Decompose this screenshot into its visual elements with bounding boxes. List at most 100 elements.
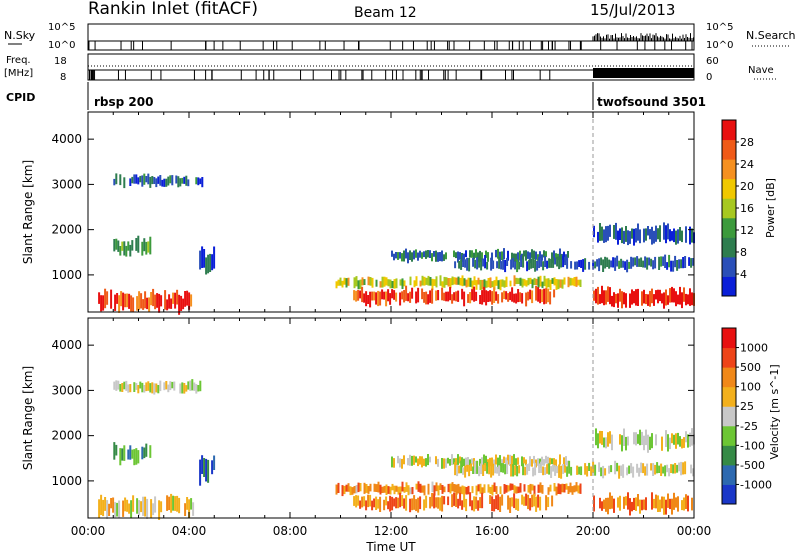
- scatter-cell: [469, 492, 472, 507]
- scatter-cell: [564, 256, 567, 266]
- scatter-cell: [180, 295, 183, 311]
- scatter-cell: [469, 292, 472, 304]
- scatter-cell: [517, 252, 519, 262]
- scatter-cell: [433, 279, 436, 286]
- scatter-cell: [521, 278, 524, 288]
- scatter-cell: [554, 257, 557, 265]
- scatter-cell: [211, 254, 214, 271]
- scatter-cell: [395, 252, 397, 259]
- scatter-cell: [561, 483, 564, 493]
- scatter-cell: [531, 249, 533, 258]
- scatter-cell: [499, 496, 502, 512]
- scatter-cell: [123, 177, 126, 189]
- scatter-cell: [649, 290, 651, 307]
- scatter-cell: [491, 457, 493, 467]
- scatter-cell: [687, 294, 689, 305]
- scatter-cell: [465, 279, 468, 288]
- scatter-cell: [379, 484, 382, 495]
- scatter-cell: [538, 256, 541, 268]
- scatter-cell: [610, 465, 613, 473]
- scatter-cell: [183, 176, 186, 184]
- scatter-cell: [685, 293, 687, 306]
- scatter-cell: [192, 502, 195, 516]
- scatter-cell: [662, 466, 665, 474]
- scatter-cell: [499, 455, 501, 466]
- scatter-cell: [447, 278, 450, 287]
- scatter-cell: [383, 499, 386, 511]
- scatter-cell: [667, 295, 669, 305]
- scatter-cell: [670, 260, 673, 272]
- scatter-cell: [677, 496, 679, 512]
- scatter-cell: [497, 248, 499, 259]
- scatter-cell: [555, 253, 557, 260]
- scatter-cell: [593, 290, 595, 301]
- scatter-cell: [449, 287, 452, 301]
- scatter-cell: [421, 275, 424, 286]
- scatter-cell: [506, 460, 509, 474]
- scatter-cell: [636, 256, 639, 267]
- scatter-cell: [399, 252, 401, 259]
- scatter-cell: [190, 498, 193, 510]
- scatter-cell: [657, 495, 659, 512]
- scatter-cell: [115, 238, 118, 250]
- scatter-cell: [423, 458, 425, 466]
- scatter-cell: [525, 292, 528, 307]
- scatter-cell: [645, 429, 647, 446]
- scatter-cell: [593, 495, 595, 512]
- scatter-cell: [541, 456, 543, 466]
- scatter-cell: [533, 485, 536, 496]
- scatter-cell: [441, 287, 444, 301]
- scatter-cell: [672, 464, 675, 474]
- scatter-cell: [168, 294, 171, 309]
- scatter-cell: [477, 252, 479, 262]
- scatter-cell: [554, 465, 557, 476]
- colorbar-swatch: [722, 120, 736, 141]
- scatter-cell: [427, 454, 429, 466]
- scatter-cell: [594, 261, 597, 269]
- scatter-cell: [211, 460, 214, 475]
- scatter-cell: [173, 381, 176, 391]
- scatter-cell: [495, 249, 497, 258]
- scatter-cell: [634, 257, 637, 266]
- scatter-cell: [531, 279, 534, 289]
- scatter-cell: [632, 466, 635, 478]
- scatter-cell: [443, 496, 446, 505]
- scatter-cell: [485, 455, 487, 466]
- scatter-cell: [469, 277, 472, 287]
- scatter-cell: [131, 449, 134, 459]
- colorbar-tick-label: 28: [740, 136, 754, 149]
- scatter-cell: [454, 462, 457, 476]
- scatter-cell: [377, 499, 380, 509]
- scatter-cell: [185, 385, 188, 392]
- scatter-cell: [484, 255, 487, 269]
- scatter-cell: [355, 276, 358, 287]
- scatter-cell: [170, 493, 173, 513]
- scatter-cell: [607, 286, 609, 302]
- scatter-cell: [650, 463, 653, 471]
- scatter-cell: [495, 291, 498, 301]
- scatter-cell: [397, 252, 399, 260]
- scatter-cell: [660, 256, 663, 267]
- colorbar-frame: [721, 327, 737, 505]
- scatter-cell: [335, 281, 338, 289]
- scatter-cell: [605, 497, 607, 512]
- scatter-cell: [622, 464, 625, 478]
- scatter-cell: [457, 483, 460, 494]
- scatter-cell: [465, 487, 468, 495]
- colorbar-swatch: [722, 139, 736, 160]
- scatter-cell: [199, 178, 202, 185]
- scatter-cell: [401, 481, 404, 492]
- scatter-cell: [137, 450, 140, 464]
- scatter-cell: [457, 251, 459, 263]
- scatter-cell: [431, 481, 434, 493]
- scatter-cell: [579, 279, 582, 287]
- scatter-cell: [639, 429, 641, 446]
- scatter-cell: [570, 261, 573, 269]
- scatter-cell: [151, 382, 154, 394]
- scatter-cell: [687, 434, 689, 448]
- scatter-cell: [629, 293, 631, 308]
- scatter-cell: [431, 253, 433, 262]
- scatter-cell: [616, 255, 619, 267]
- scatter-cell: [163, 178, 166, 187]
- scatter-cell: [116, 293, 119, 304]
